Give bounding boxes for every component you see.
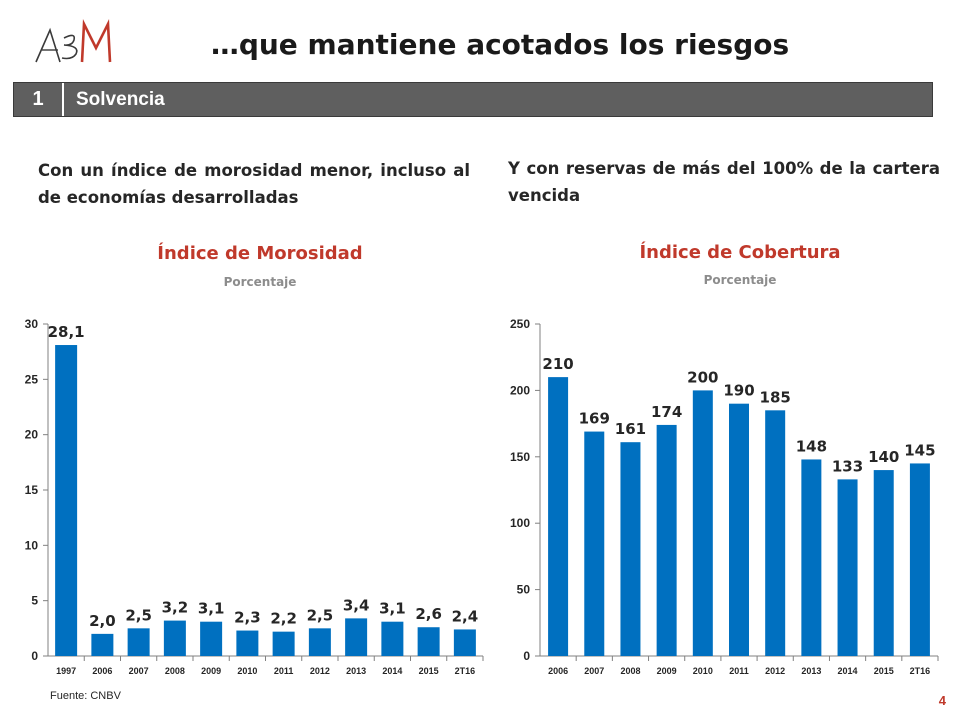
- cobertura-bar: [909, 463, 930, 656]
- cobertura-data-label: 140: [868, 448, 899, 466]
- cobertura-x-tick-label: 2008: [620, 666, 640, 676]
- morosidad-data-label: 2,0: [89, 612, 116, 630]
- morosidad-x-tick-label: 2012: [310, 666, 330, 676]
- cobertura-y-tick-label: 50: [517, 583, 531, 597]
- cobertura-y-tick-label: 250: [510, 317, 530, 331]
- morosidad-data-label: 28,1: [48, 323, 85, 341]
- section-number: 1: [14, 83, 64, 116]
- cobertura-data-label: 210: [542, 355, 573, 373]
- morosidad-bar: [55, 345, 78, 656]
- morosidad-bar: [308, 628, 331, 656]
- cobertura-data-label: 185: [760, 388, 791, 406]
- morosidad-y-tick-label: 25: [25, 372, 39, 386]
- cobertura-x-tick-label: 2010: [693, 666, 713, 676]
- morosidad-chart-subtitle: Porcentaje: [223, 275, 297, 289]
- morosidad-y-tick-label: 5: [31, 594, 38, 608]
- cobertura-bar-chart: 0 50 100 150 200 250 2006 210 2007 169 2008 161 2009…: [510, 317, 939, 676]
- morosidad-bar-chart: 0 5 10 15 20 25 30 1997 28,1 2006 2,0 2007 2,5 2008 3,…: [25, 317, 484, 676]
- cobertura-data-label: 161: [615, 420, 646, 438]
- cobertura-data-label: 200: [687, 368, 718, 386]
- cobertura-x-tick-label: 2015: [874, 666, 894, 676]
- cobertura-bar: [765, 410, 786, 656]
- cobertura-data-label: 148: [796, 437, 827, 455]
- morosidad-data-label: 3,2: [162, 599, 189, 617]
- morosidad-bar: [272, 631, 295, 656]
- page-number: 4: [938, 693, 946, 708]
- morosidad-bar: [417, 627, 440, 656]
- cobertura-y-tick-label: 200: [510, 383, 530, 397]
- morosidad-y-tick-label: 30: [25, 317, 39, 331]
- morosidad-data-label: 3,4: [343, 596, 370, 614]
- morosidad-x-tick-label: 2007: [129, 666, 149, 676]
- morosidad-x-tick-label: 2008: [165, 666, 185, 676]
- morosidad-data-label: 3,1: [198, 600, 225, 618]
- abm-logo: [35, 19, 112, 63]
- cobertura-data-label: 174: [651, 403, 682, 421]
- cobertura-bar: [801, 459, 822, 656]
- morosidad-x-tick-label: 2T16: [455, 666, 476, 676]
- cobertura-bar: [873, 470, 894, 656]
- morosidad-x-tick-label: 1997: [56, 666, 76, 676]
- morosidad-x-tick-label: 2013: [346, 666, 366, 676]
- cobertura-y-tick-label: 100: [510, 516, 530, 530]
- cobertura-data-label: 145: [904, 441, 935, 459]
- cobertura-x-tick-label: 2006: [548, 666, 568, 676]
- morosidad-x-tick-label: 2009: [201, 666, 221, 676]
- cobertura-x-tick-label: 2011: [729, 666, 749, 676]
- morosidad-bar: [453, 629, 476, 656]
- morosidad-x-tick-label: 2006: [92, 666, 112, 676]
- morosidad-y-tick-label: 10: [25, 538, 39, 552]
- morosidad-x-tick-label: 2015: [419, 666, 439, 676]
- morosidad-data-label: 2,3: [234, 609, 261, 627]
- cobertura-y-tick-label: 0: [523, 649, 530, 663]
- morosidad-chart-title: Índice de Morosidad: [157, 243, 363, 264]
- cobertura-x-tick-label: 2T16: [910, 666, 931, 676]
- cobertura-x-tick-label: 2014: [838, 666, 858, 676]
- morosidad-data-label: 2,6: [415, 605, 442, 623]
- cobertura-x-tick-label: 2013: [801, 666, 821, 676]
- morosidad-y-tick-label: 20: [25, 428, 39, 442]
- cobertura-data-label: 169: [579, 410, 610, 428]
- morosidad-data-label: 2,5: [125, 606, 152, 624]
- morosidad-bar: [91, 633, 114, 656]
- morosidad-data-label: 2,5: [307, 606, 334, 624]
- cobertura-bar: [729, 403, 749, 656]
- right-subtitle: Y con reservas de más del 100% de la car…: [508, 159, 940, 205]
- cobertura-data-label: 190: [723, 382, 754, 400]
- morosidad-bar: [381, 621, 404, 656]
- morosidad-x-tick-label: 2014: [382, 666, 402, 676]
- morosidad-bar: [163, 620, 186, 656]
- cobertura-bar: [692, 390, 713, 656]
- morosidad-x-tick-label: 2011: [274, 666, 294, 676]
- cobertura-x-tick-label: 2009: [657, 666, 677, 676]
- left-subtitle: Con un índice de morosidad menor, inclus…: [38, 161, 470, 207]
- morosidad-bar: [127, 628, 150, 656]
- morosidad-data-label: 2,2: [270, 610, 297, 628]
- morosidad-y-tick-label: 0: [31, 649, 38, 663]
- source-note: Fuente: CNBV: [50, 690, 121, 702]
- morosidad-bar: [345, 618, 368, 656]
- morosidad-bar: [200, 621, 223, 656]
- section-bar: 1 Solvencia: [13, 82, 933, 117]
- cobertura-chart-subtitle: Porcentaje: [703, 273, 777, 287]
- morosidad-data-label: 3,1: [379, 600, 406, 618]
- cobertura-x-tick-label: 2012: [765, 666, 785, 676]
- morosidad-bar: [236, 630, 259, 656]
- cobertura-bar: [656, 424, 677, 656]
- morosidad-data-label: 2,4: [452, 607, 479, 625]
- morosidad-y-tick-label: 15: [25, 483, 39, 497]
- cobertura-chart-title: Índice de Cobertura: [639, 242, 841, 263]
- cobertura-y-tick-label: 150: [510, 450, 530, 464]
- cobertura-bar: [548, 377, 569, 656]
- cobertura-bar: [837, 479, 858, 656]
- cobertura-bar: [584, 431, 605, 656]
- cobertura-data-label: 133: [832, 457, 863, 475]
- section-label: Solvencia: [76, 89, 165, 110]
- morosidad-x-tick-label: 2010: [237, 666, 257, 676]
- page-title: …que mantiene acotados los riesgos: [210, 28, 790, 61]
- cobertura-bar: [620, 442, 641, 656]
- cobertura-x-tick-label: 2007: [584, 666, 604, 676]
